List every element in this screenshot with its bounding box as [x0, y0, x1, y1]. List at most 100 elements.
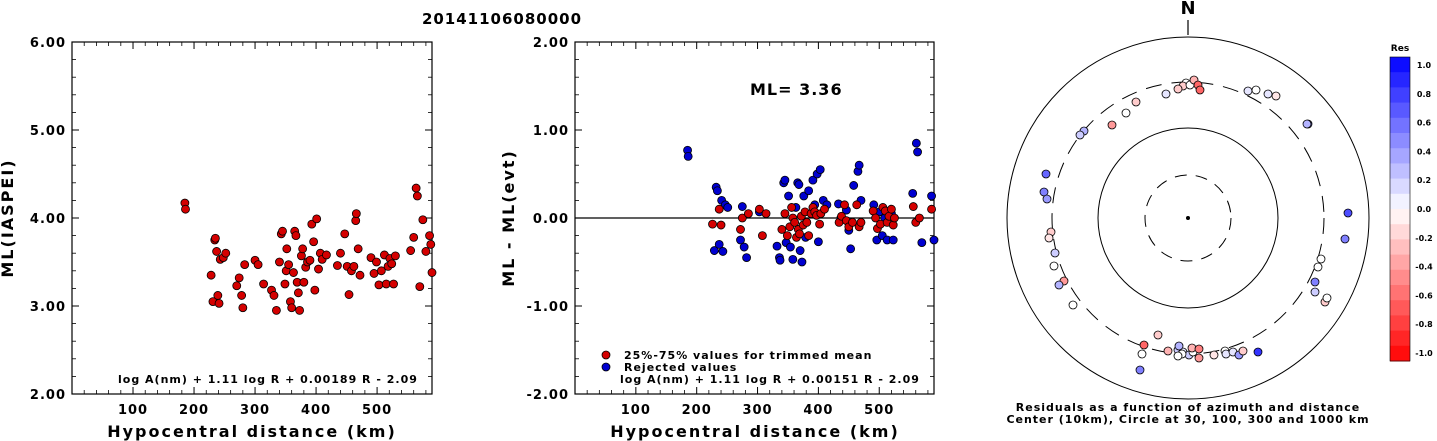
data-point	[737, 202, 747, 211]
colorbar-label: 0.2	[1417, 176, 1431, 185]
station-marker	[1243, 86, 1253, 96]
station-marker	[1316, 254, 1326, 264]
colorbar-label: -0.8	[1415, 320, 1433, 329]
caption-line-1: Residuals as a function of azimuth and d…	[1016, 401, 1360, 414]
station-marker	[1310, 277, 1320, 287]
data-point	[772, 241, 782, 251]
data-point	[890, 213, 899, 223]
data-point	[282, 244, 292, 254]
data-point	[849, 181, 859, 190]
data-point	[374, 280, 384, 290]
colorbar-label: 0.4	[1417, 147, 1432, 156]
station-marker	[1253, 347, 1263, 357]
data-point	[716, 220, 726, 230]
colorbar-cell	[1390, 315, 1410, 332]
colorbar-label: -1.0	[1415, 349, 1433, 358]
station-marker	[1049, 261, 1059, 271]
colorbar-cell	[1390, 330, 1410, 347]
figure-title: 20141106080000	[422, 10, 582, 28]
data-point	[758, 231, 767, 241]
data-point	[914, 213, 924, 223]
data-point	[802, 217, 812, 227]
data-point	[787, 203, 797, 212]
data-point	[234, 273, 244, 283]
station-marker	[1137, 349, 1147, 359]
data-point	[206, 270, 216, 280]
station-marker	[1135, 365, 1145, 375]
station-marker	[1050, 248, 1060, 258]
data-point	[888, 220, 898, 230]
axis-ticks: 2.00 3.00 4.00 5.00 6.00 100 200 300 400 500	[30, 36, 432, 418]
data-points	[683, 138, 939, 267]
data-point	[744, 209, 753, 219]
data-point	[272, 305, 281, 315]
data-point	[390, 251, 400, 261]
data-point	[411, 183, 421, 193]
station-marker	[1174, 341, 1184, 351]
colorbar-cell	[1390, 102, 1410, 119]
data-point	[299, 277, 309, 287]
colorbar-cell	[1390, 345, 1410, 362]
y-tick-label: -1.00	[527, 300, 569, 315]
caption-line-2: Center (10km), Circle at 30, 100, 300 an…	[1006, 413, 1369, 426]
station-marker	[1042, 194, 1052, 204]
y-axis-label: ML - ML(evt)	[499, 149, 518, 287]
data-point	[718, 247, 728, 256]
data-point	[381, 279, 391, 289]
colorbar-title: Res	[1391, 44, 1409, 54]
formula: log A(nm) + 1.11 log R + 0.00189 R - 2.0…	[118, 373, 418, 386]
ml-iaspei-panel: 2.00 3.00 4.00 5.00 6.00 100 200 300 400 500 Hypo…	[0, 36, 437, 441]
data-point	[927, 204, 936, 214]
data-point	[887, 204, 896, 214]
data-point	[797, 257, 807, 267]
data-point	[425, 231, 434, 241]
data-point	[786, 242, 795, 252]
data-point	[322, 250, 331, 260]
colorbar-labels: 1.0 0.8 0.6 0.4 0.2 0.0 -0.2 -0.4 -0.6 -0.8 -1.0	[1415, 61, 1433, 358]
data-point	[929, 235, 939, 245]
data-point	[210, 233, 220, 243]
data-point	[848, 217, 857, 227]
station-marker	[1173, 351, 1183, 361]
data-point	[854, 160, 864, 170]
data-point	[415, 282, 425, 292]
colorbar-cell	[1390, 117, 1410, 134]
data-point	[344, 290, 354, 299]
x-tick-label: 500	[864, 403, 894, 418]
data-point	[355, 270, 365, 280]
station-marker	[1161, 89, 1171, 99]
formula: log A(nm) + 1.11 log R + 0.00151 R - 2.0…	[620, 373, 920, 386]
data-point	[712, 186, 722, 196]
data-point	[794, 180, 804, 189]
legend-marker-blue	[601, 362, 611, 372]
station-marker	[1209, 350, 1219, 360]
colorbar-label: -0.2	[1415, 234, 1433, 243]
data-point	[351, 209, 361, 219]
y-axis-label: ML(IASPEI)	[0, 158, 17, 277]
colorbar-cell	[1390, 57, 1410, 73]
colorbar-cell	[1390, 300, 1410, 316]
data-point	[708, 219, 717, 229]
colorbar-label: 1.0	[1417, 61, 1432, 70]
data-point	[181, 204, 190, 214]
data-points	[180, 183, 437, 315]
legend-label-red: 25%-75% values for trimmed mean	[624, 349, 872, 362]
station-marker	[1131, 97, 1141, 107]
data-point	[314, 264, 323, 274]
data-point	[820, 204, 829, 214]
colorbar-label: 0.6	[1417, 119, 1432, 128]
data-point	[714, 204, 724, 214]
y-tick-label: 6.00	[30, 36, 66, 51]
colorbar-label: 0.8	[1417, 90, 1432, 99]
data-point	[412, 191, 422, 201]
data-point	[275, 257, 284, 267]
data-point	[212, 247, 222, 256]
data-point	[213, 291, 223, 300]
data-point	[813, 237, 823, 247]
colorbar-cell	[1390, 87, 1410, 104]
ml-annotation: ML= 3.36	[750, 80, 843, 99]
data-point	[312, 214, 322, 224]
data-point	[426, 239, 436, 249]
data-point	[736, 235, 745, 245]
